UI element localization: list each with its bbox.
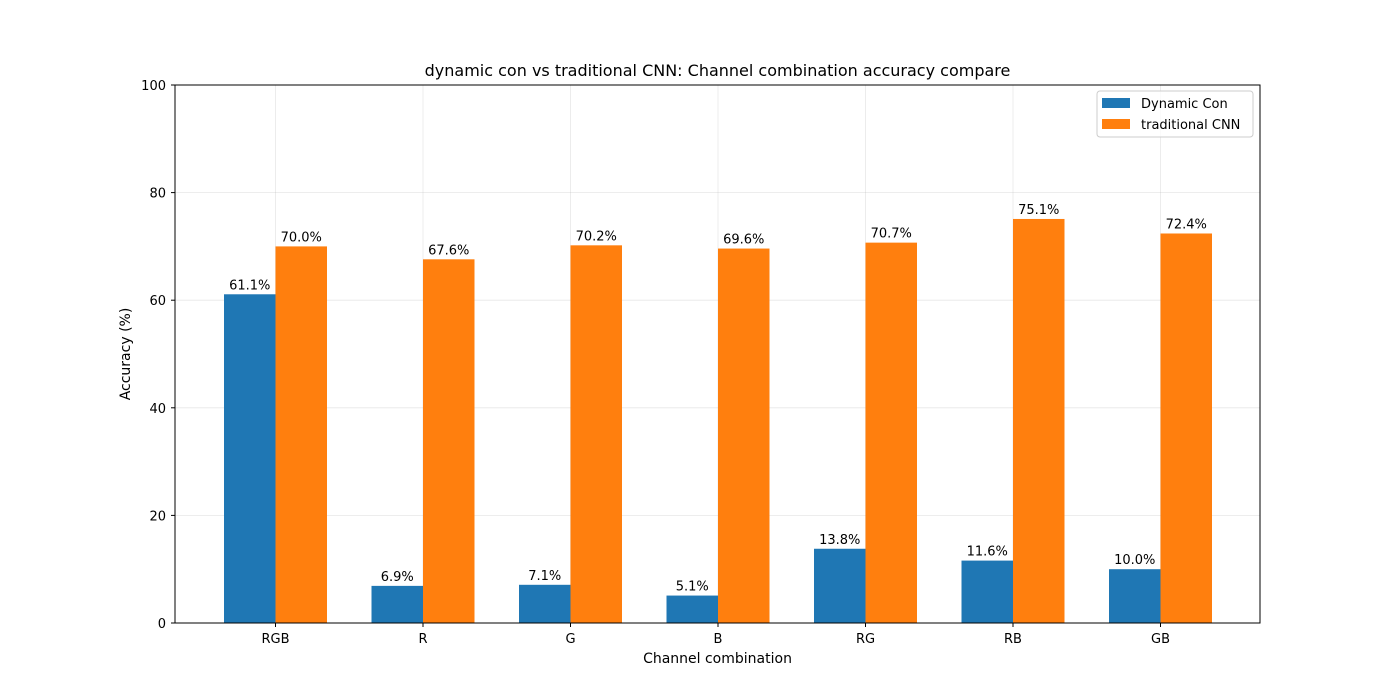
bar-traditional-cnn	[570, 245, 622, 623]
legend-label: traditional CNN	[1141, 118, 1240, 133]
bar-dynamic-con	[961, 560, 1013, 623]
y-tick-label: 80	[149, 187, 166, 202]
bar-traditional-cnn	[275, 246, 327, 623]
bar-value-label: 11.6%	[967, 545, 1008, 560]
legend-box	[1096, 90, 1254, 138]
legend-label: Dynamic Con	[1141, 97, 1228, 112]
x-axis-label: Channel combination	[643, 651, 792, 667]
bar-value-label: 67.6%	[428, 243, 469, 258]
bar-dynamic-con	[519, 584, 571, 623]
bar-value-label: 5.1%	[676, 580, 709, 595]
bar-dynamic-con	[371, 585, 423, 623]
bar-traditional-cnn	[865, 242, 917, 623]
bar-value-label: 70.7%	[871, 227, 912, 242]
legend-swatch	[1102, 98, 1130, 108]
bar-traditional-cnn	[718, 248, 770, 623]
y-tick-label: 20	[149, 509, 166, 524]
y-tick-label: 0	[158, 617, 166, 632]
bar-dynamic-con	[1109, 569, 1161, 623]
y-tick-label: 40	[149, 402, 166, 417]
y-tick-label: 60	[149, 294, 166, 309]
bar-value-label: 7.1%	[528, 569, 561, 584]
y-axis-label: Accuracy (%)	[118, 308, 134, 401]
y-tick-label: 100	[141, 79, 166, 94]
chart-title: dynamic con vs traditional CNN: Channel …	[425, 61, 1011, 80]
x-tick-label: RGB	[261, 632, 289, 647]
x-tick-label: RG	[856, 632, 875, 647]
bar-value-labels: 61.1% 6.9% 7.1% 5.1% 13.8% 11.6% 10.0% 70.0% 67.…	[229, 203, 1207, 595]
bar-value-label: 70.2%	[576, 229, 617, 244]
bar-value-label: 69.6%	[723, 233, 764, 248]
x-tick-label: RB	[1004, 632, 1022, 647]
bar-value-label: 13.8%	[819, 533, 860, 548]
legend: Dynamic Con traditional CNN	[1096, 90, 1254, 138]
bar-value-label: 72.4%	[1166, 217, 1207, 232]
bar-value-label: 6.9%	[381, 570, 414, 585]
x-tick-label: G	[565, 632, 575, 647]
bar-value-label: 61.1%	[229, 278, 270, 293]
y-axis: 0 20 40 60 80 100	[141, 79, 175, 632]
bar-value-label: 70.0%	[281, 230, 322, 245]
legend-swatch	[1102, 119, 1130, 129]
x-tick-label: GB	[1151, 632, 1170, 647]
bar-traditional-cnn	[1013, 218, 1065, 623]
bars	[224, 218, 1212, 623]
bar-value-label: 10.0%	[1114, 553, 1155, 568]
x-tick-label: B	[714, 632, 723, 647]
x-tick-label: R	[418, 632, 427, 647]
bar-traditional-cnn	[423, 259, 475, 623]
bar-dynamic-con	[666, 595, 718, 623]
bar-dynamic-con	[224, 294, 276, 623]
x-axis: RGB R G B RG RB GB	[261, 623, 1170, 647]
bar-value-label: 75.1%	[1018, 203, 1059, 218]
bar-traditional-cnn	[1160, 233, 1212, 623]
bar-dynamic-con	[814, 548, 866, 623]
